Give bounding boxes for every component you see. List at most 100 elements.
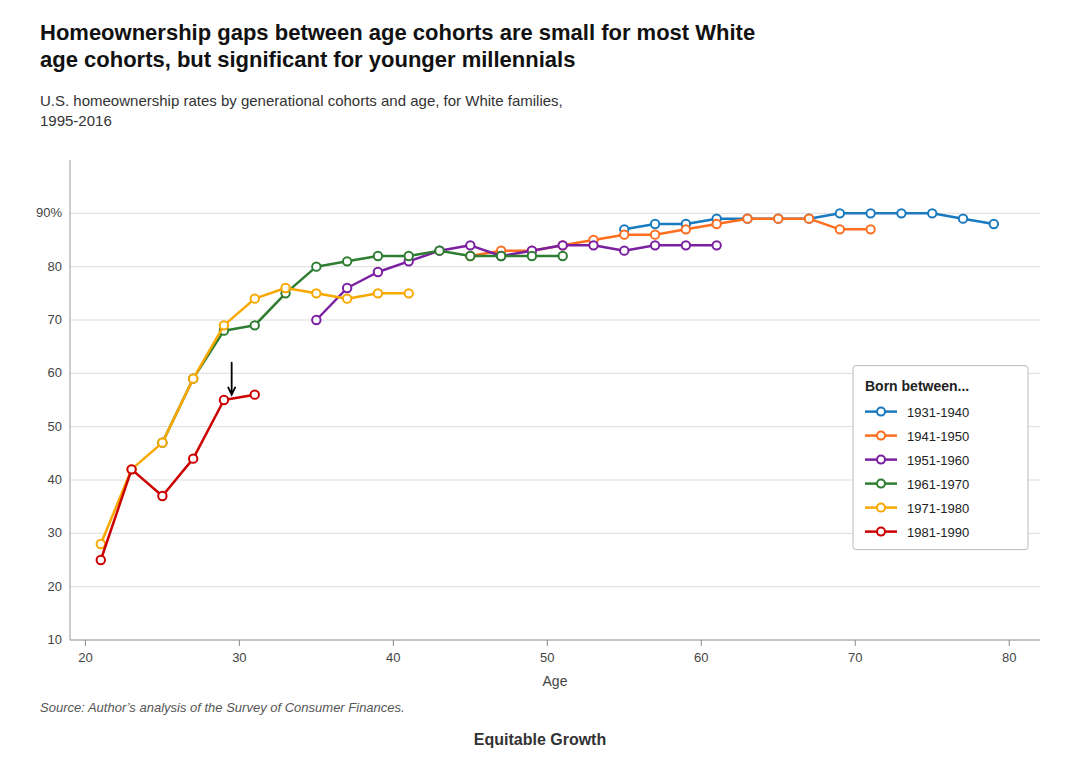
series-point: [651, 230, 659, 238]
series-point: [528, 252, 536, 260]
x-tick: [239, 640, 240, 646]
source: Source: Author’s analysis of the Survey …: [40, 700, 405, 715]
y-tick-label: 10: [48, 632, 62, 647]
x-tick-label: 80: [1002, 650, 1016, 665]
x-tick: [1009, 640, 1010, 646]
series-point: [343, 257, 351, 265]
legend-label: 1931-1940: [907, 405, 969, 420]
series-point: [620, 246, 628, 254]
series-point: [558, 241, 566, 249]
series-point: [743, 214, 751, 222]
series-point: [97, 556, 105, 564]
x-tick: [547, 640, 548, 646]
series-point: [466, 241, 474, 249]
legend-marker: [877, 480, 885, 488]
series-point: [620, 230, 628, 238]
series-point: [866, 209, 874, 217]
x-tick-label: 50: [540, 650, 554, 665]
series-point: [158, 438, 166, 446]
series-point: [435, 246, 443, 254]
series-point: [836, 209, 844, 217]
legend-label: 1951-1960: [907, 453, 969, 468]
title-line: Homeownership gaps between age cohorts a…: [40, 20, 755, 45]
series-point: [281, 284, 289, 292]
series-point: [651, 220, 659, 228]
series-point: [158, 492, 166, 500]
series-point: [466, 252, 474, 260]
grid-line: [70, 640, 1040, 641]
x-axis-label: Age: [543, 673, 568, 689]
series-point: [374, 252, 382, 260]
chart-svg: Homeownership gaps between age cohorts a…: [0, 0, 1080, 762]
series-point: [343, 294, 351, 302]
series-point: [435, 246, 443, 254]
series-point: [959, 214, 967, 222]
series-point: [558, 252, 566, 260]
series-point: [189, 374, 197, 382]
legend-marker: [877, 432, 885, 440]
series-point: [990, 220, 998, 228]
series-point: [127, 465, 135, 473]
legend-title: Born between...: [865, 378, 969, 394]
y-tick-label: 50: [48, 419, 62, 434]
series-point: [712, 241, 720, 249]
series-point: [866, 225, 874, 233]
series-point: [682, 241, 690, 249]
series-line: [101, 288, 409, 544]
series-point: [220, 321, 228, 329]
series-point: [497, 252, 505, 260]
annotation-arrow: [228, 363, 235, 395]
series-line: [162, 251, 562, 443]
grid-line: [70, 586, 1040, 587]
series-point: [682, 225, 690, 233]
grid-line: [70, 320, 1040, 321]
legend-marker: [877, 504, 885, 512]
series-point: [897, 209, 905, 217]
y-tick-label: 60: [48, 365, 62, 380]
y-tick-label: 70: [48, 312, 62, 327]
logo-text: Equitable Growth: [474, 731, 606, 748]
x-tick: [393, 640, 394, 646]
legend: Born between...1931-19401941-19501951-19…: [853, 366, 1028, 550]
legend-marker: [877, 408, 885, 416]
series-point: [251, 294, 259, 302]
series-point: [343, 284, 351, 292]
y-tick-label: 20: [48, 579, 62, 594]
series-point: [127, 465, 135, 473]
series-point: [805, 214, 813, 222]
series-point: [312, 262, 320, 270]
title-line: age cohorts, but significant for younger…: [40, 47, 575, 72]
series-point: [251, 321, 259, 329]
series-point: [251, 390, 259, 398]
series-point: [374, 268, 382, 276]
background: [0, 0, 1080, 762]
legend-label: 1971-1980: [907, 501, 969, 516]
x-tick-label: 30: [232, 650, 246, 665]
series-point: [220, 396, 228, 404]
y-tick-label: 80: [48, 259, 62, 274]
legend-box: [853, 366, 1028, 550]
x-tick-label: 70: [848, 650, 862, 665]
x-tick-label: 20: [78, 650, 92, 665]
series-point: [836, 225, 844, 233]
series-point: [712, 220, 720, 228]
grid-line: [70, 266, 1040, 267]
series-point: [497, 252, 505, 260]
subtitle: U.S. homeownership rates by generational…: [40, 92, 563, 129]
legend-marker: [877, 528, 885, 536]
series-point: [558, 241, 566, 249]
series-point: [189, 454, 197, 462]
title: Homeownership gaps between age cohorts a…: [40, 20, 755, 72]
y-tick-label: 30: [48, 525, 62, 540]
legend-marker: [877, 456, 885, 464]
subtitle-line: 1995-2016: [40, 112, 112, 129]
x-tick: [855, 640, 856, 646]
x-tick: [85, 640, 86, 646]
series-point: [312, 316, 320, 324]
subtitle-line: U.S. homeownership rates by generational…: [40, 92, 563, 109]
series-line: [101, 395, 255, 560]
legend-label: 1981-1990: [907, 525, 969, 540]
series-line: [624, 213, 994, 229]
series-point: [189, 374, 197, 382]
y-tick-label: 90%: [36, 205, 62, 220]
